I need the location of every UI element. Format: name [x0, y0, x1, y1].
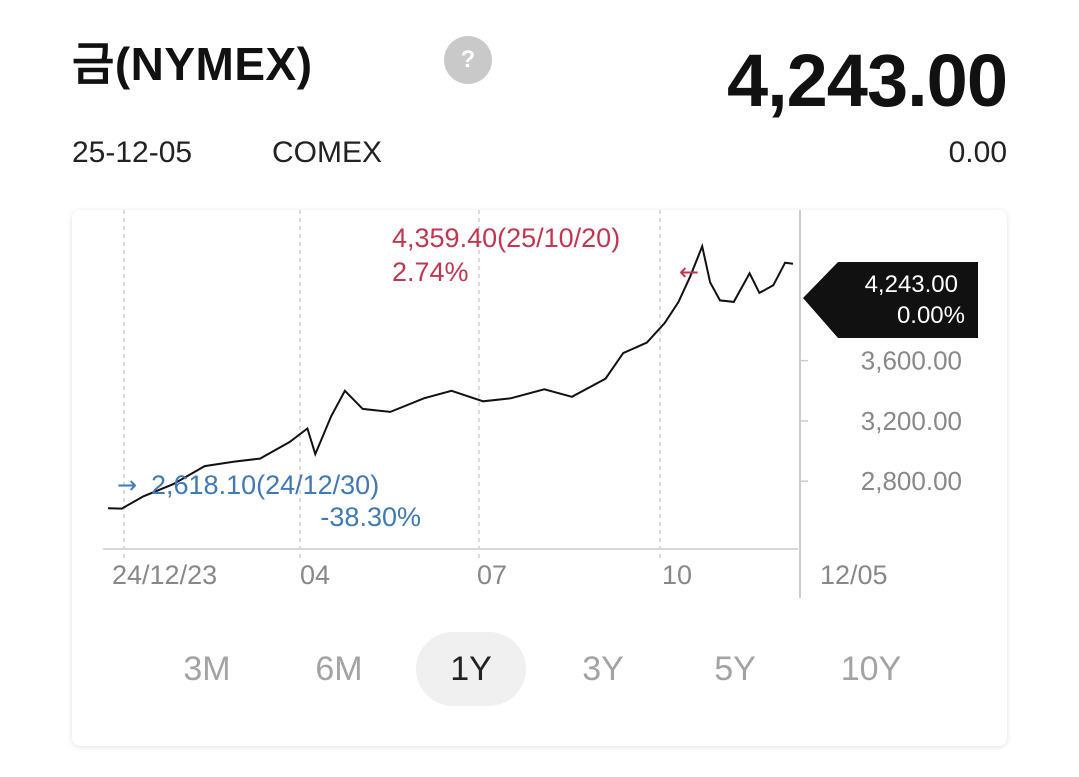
price-line: [107, 242, 794, 510]
exchange-name: COMEX: [272, 136, 383, 169]
high-label: 4,359.40(25/10/20): [392, 223, 620, 253]
high-pct: 2.74%: [392, 257, 469, 287]
x-tick-label: 04: [300, 560, 330, 590]
help-icon[interactable]: ?: [444, 36, 492, 84]
x-tick-label: 10: [662, 560, 692, 590]
period-3y[interactable]: 3Y: [582, 650, 624, 688]
low-arrow-icon: →: [117, 471, 137, 499]
period-5y[interactable]: 5Y: [714, 650, 756, 688]
low-label: 2,618.10(24/12/30): [151, 470, 379, 500]
y-ticks: 3,600.00 3,200.00 2,800.00: [800, 346, 962, 496]
x-tick-label: 12/05: [820, 560, 888, 590]
last-price-tag: [803, 262, 978, 338]
period-1y[interactable]: 1Y: [416, 632, 526, 706]
current-price: 4,243.00: [726, 39, 1008, 122]
last-price-pct: 0.00%: [897, 302, 965, 329]
low-pct: -38.30%: [320, 502, 421, 532]
period-selector: 3M 6M 1Y 3Y 5Y 10Y: [140, 632, 940, 706]
period-6m[interactable]: 6M: [315, 650, 363, 688]
x-ticks: 24/12/23 04 07 10 12/05: [112, 560, 888, 590]
high-arrow-icon: ←: [679, 258, 699, 286]
x-tick-label: 24/12/23: [112, 560, 217, 590]
quote-date: 25-12-05: [72, 136, 193, 169]
y-tick-label: 2,800.00: [861, 466, 962, 496]
chart-grid: [123, 210, 661, 560]
y-tick-label: 3,600.00: [861, 346, 962, 376]
period-10y[interactable]: 10Y: [840, 650, 902, 688]
price-change: 0.00: [948, 136, 1007, 169]
y-tick-label: 3,200.00: [861, 406, 962, 436]
last-price-value: 4,243.00: [865, 271, 958, 298]
instrument-title: 금(NYMEX): [72, 38, 313, 90]
period-3m[interactable]: 3M: [183, 650, 231, 688]
x-tick-label: 07: [477, 560, 507, 590]
